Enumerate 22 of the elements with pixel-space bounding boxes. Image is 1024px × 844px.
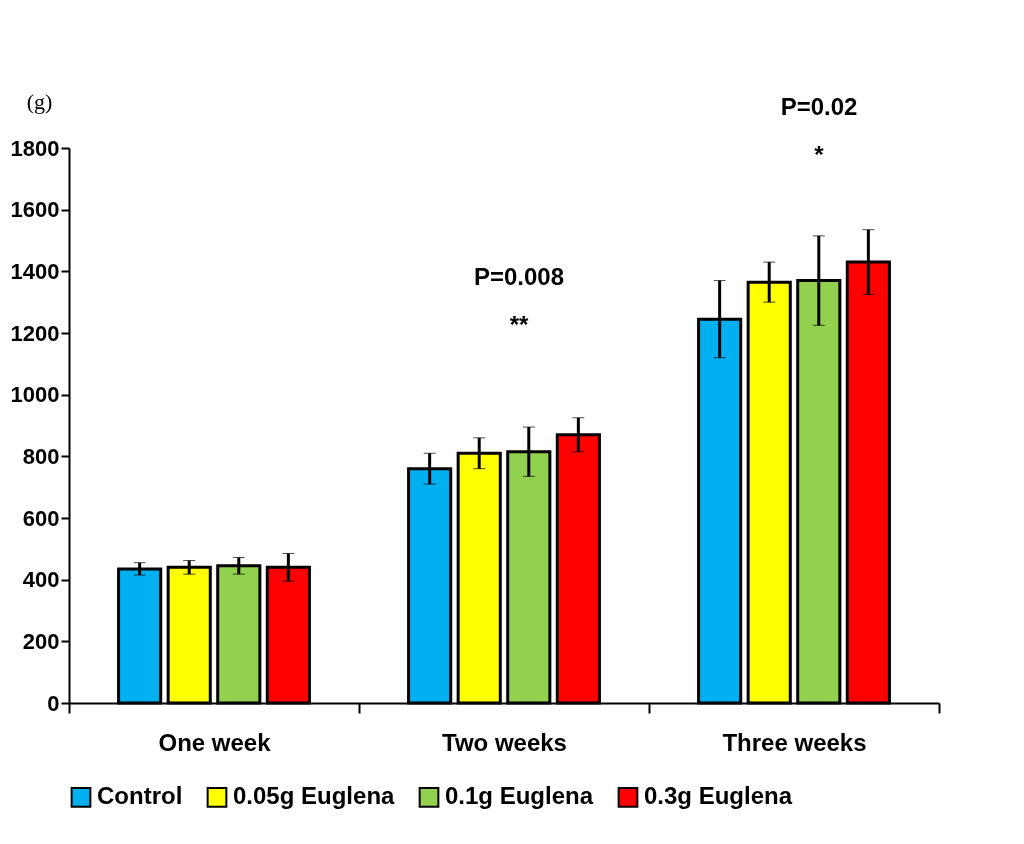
x-tick-label: Two weeks: [442, 728, 567, 756]
legend-label: 0.05g Euglena: [233, 782, 396, 810]
y-tick-label: 1400: [10, 258, 60, 284]
y-tick-label: 1600: [10, 197, 60, 223]
y-axis-title: (g): [26, 88, 53, 114]
annotation: P=0.008: [473, 263, 565, 290]
legend-label: 0.3g Euglena: [644, 782, 793, 810]
text: P=0.02: [780, 93, 858, 120]
x-tick-label: Three weeks: [722, 728, 867, 756]
annotation: *: [814, 141, 825, 168]
legend-label: Control: [97, 782, 183, 810]
y-tick-label: 600: [22, 505, 60, 531]
y-tick-label: 800: [22, 443, 60, 469]
legend-label: 0.1g Euglena: [445, 782, 594, 810]
y-tick-label: 400: [22, 567, 60, 593]
y-tick-label: 1000: [10, 382, 60, 408]
annotation: **: [509, 311, 529, 338]
y-tick-label: 200: [22, 628, 60, 654]
x-tick-label: One week: [158, 728, 272, 756]
y-tick-label: 1800: [10, 135, 60, 161]
y-tick-label: 1200: [10, 320, 60, 346]
y-tick-label: 0: [47, 690, 60, 716]
